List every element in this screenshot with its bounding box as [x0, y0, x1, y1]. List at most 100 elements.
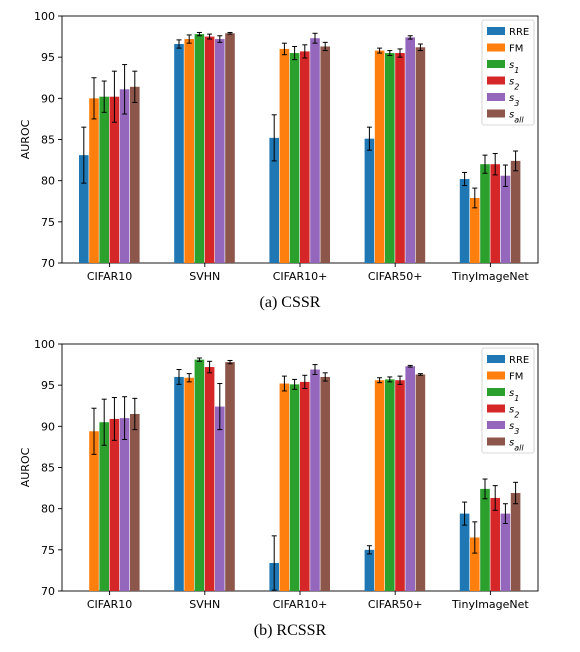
chart-rcssr: 70 75 80 85 90 95 100 AUROC CIFAR10 SVHN CIFAR10+ C… [19, 338, 539, 611]
y-tick-label: 90 [41, 92, 55, 105]
x-tick-label: CIFAR10+ [273, 598, 328, 611]
bar [215, 406, 225, 591]
y-axis-label: AUROC [19, 119, 32, 159]
legend-label: RRE [509, 355, 529, 366]
bar [204, 36, 215, 264]
bar [364, 138, 375, 263]
bar [225, 33, 235, 263]
legend-label: s3 [509, 93, 519, 108]
legend-label: sall [509, 438, 524, 453]
bar [109, 96, 120, 263]
y-tick-label: 70 [41, 257, 55, 270]
bar [320, 376, 330, 591]
bar [385, 53, 395, 263]
legend-label: RRE [509, 27, 529, 38]
y-tick-label: 100 [34, 338, 55, 351]
legend-label: s1 [509, 60, 519, 75]
legend-swatch [487, 109, 505, 118]
x-tick-label: TinyImageNet [451, 598, 529, 611]
bar [279, 383, 290, 591]
bar [480, 488, 490, 591]
bar [184, 377, 194, 591]
bar [89, 98, 99, 263]
bar [405, 37, 415, 264]
bar [79, 155, 89, 263]
caption-cssr: (a) CSSR [259, 294, 321, 311]
bar [89, 431, 99, 591]
bar [500, 175, 511, 263]
y-tick-label: 90 [41, 420, 55, 433]
bar [289, 384, 300, 591]
x-tick-label: CIFAR10 [87, 598, 132, 611]
bar [459, 179, 470, 263]
y-tick-label: 85 [41, 462, 55, 475]
chart-cssr: 70 75 80 85 90 95 100 AUROC CIFAR10 SVHN CIFAR10+ C… [19, 10, 539, 283]
y-tick-label: 75 [41, 544, 55, 557]
y-tick-label: 80 [41, 503, 55, 516]
x-tick-label: CIFAR10 [87, 270, 132, 283]
y-tick-label: 95 [41, 379, 55, 392]
legend-swatch [487, 421, 505, 429]
bar [99, 96, 109, 263]
bar [364, 549, 375, 591]
legend-label: FM [509, 44, 523, 55]
legend-swatch [487, 355, 505, 363]
legend-swatch [487, 43, 505, 52]
bar [99, 422, 109, 591]
bar [480, 164, 490, 263]
bar [184, 39, 194, 264]
bar [310, 38, 320, 264]
y-tick-label: 70 [41, 585, 55, 598]
bar [119, 418, 130, 591]
bar [300, 381, 310, 591]
bar [374, 380, 385, 591]
caption-rcssr: (b) RCSSR [253, 622, 327, 639]
legend-label: s3 [509, 421, 519, 436]
legend-swatch [487, 388, 505, 396]
bar [415, 374, 426, 591]
x-tick-label: CIFAR50+ [368, 270, 423, 283]
bar [130, 413, 140, 591]
y-tick-label: 80 [41, 175, 55, 188]
y-axis-label: AUROC [19, 447, 32, 487]
legend-swatch [487, 76, 505, 85]
bar [194, 34, 205, 263]
legend-label: s2 [509, 405, 519, 420]
bar [470, 197, 480, 263]
legend-label: s2 [509, 77, 519, 92]
bar [500, 513, 511, 591]
legend-swatch [487, 27, 505, 35]
bar [490, 164, 500, 263]
legend-swatch [487, 60, 505, 68]
bar [204, 367, 215, 591]
bar [395, 380, 405, 591]
bar [470, 537, 480, 591]
bar [194, 359, 205, 591]
bar [490, 497, 500, 591]
legend-swatch [487, 404, 505, 413]
bar [510, 493, 521, 591]
x-tick-label: SVHN [189, 598, 220, 611]
bar [225, 362, 235, 591]
x-tick-label: SVHN [189, 270, 220, 283]
y-tick-label: 85 [41, 134, 55, 147]
bar [405, 366, 415, 591]
bar [269, 137, 279, 263]
bar [310, 369, 320, 591]
bar [119, 89, 130, 263]
x-tick-label: CIFAR10+ [273, 270, 328, 283]
x-tick-label: TinyImageNet [451, 270, 529, 283]
legend-label: sall [509, 110, 524, 125]
bar [289, 53, 300, 263]
bar [320, 46, 330, 263]
bar [109, 418, 120, 591]
bar [174, 376, 184, 591]
bar [415, 47, 426, 263]
y-tick-label: 100 [34, 10, 55, 23]
legend-label: s1 [509, 388, 519, 403]
bar [459, 513, 470, 591]
bar [510, 160, 521, 263]
bar [395, 53, 405, 263]
x-tick-label: CIFAR50+ [368, 598, 423, 611]
y-tick-label: 75 [41, 216, 55, 229]
